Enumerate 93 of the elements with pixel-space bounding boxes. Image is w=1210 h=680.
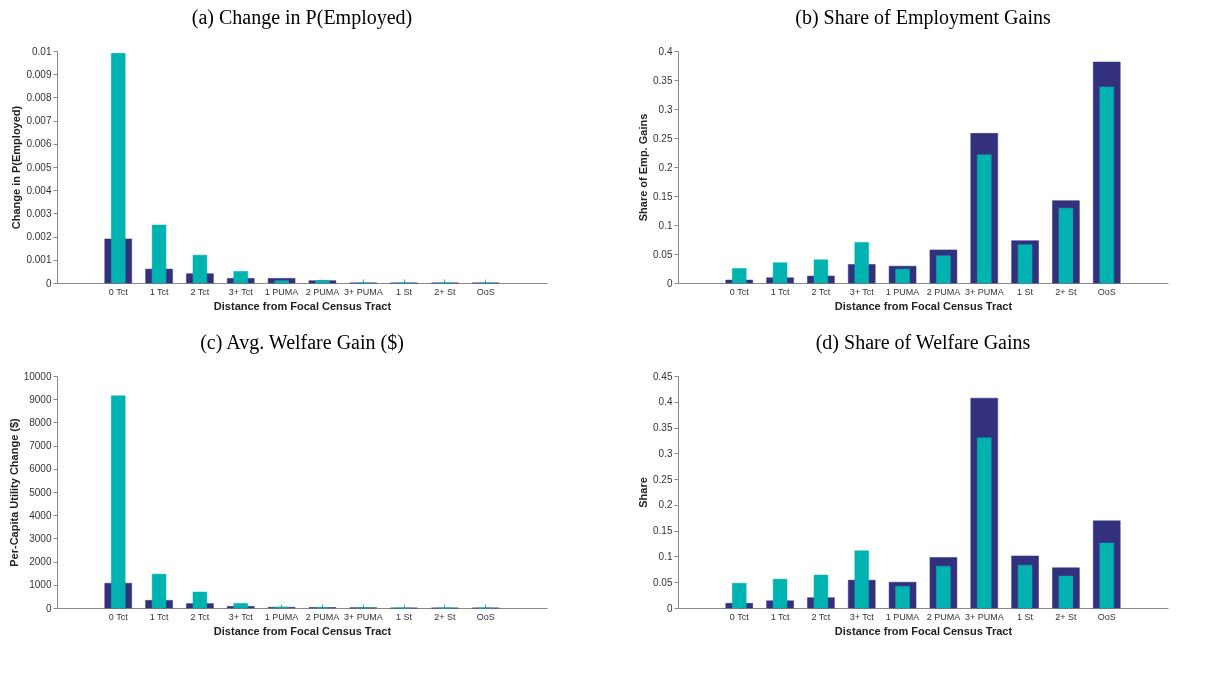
y-tick-label: 0.2 bbox=[658, 161, 673, 173]
x-tick-label: 3+ Tct bbox=[228, 286, 254, 297]
x-tick-label: 2 Tct bbox=[811, 611, 831, 622]
x-tick-label: 1 Tct bbox=[149, 611, 169, 622]
y-tick-label: 0.008 bbox=[26, 91, 52, 103]
x-tick-label: 0 Tct bbox=[729, 611, 750, 622]
chart-title: (d) Share of Welfare Gains bbox=[815, 331, 1031, 354]
y-tick-label: 0.35 bbox=[653, 422, 673, 434]
y-tick-label: 0.25 bbox=[653, 473, 673, 485]
x-tick-label: 3+ Tct bbox=[849, 611, 875, 622]
x-tick-label: 3+ PUMA bbox=[343, 611, 383, 622]
y-tick-label: 0.4 bbox=[658, 396, 673, 408]
y-tick-label: 0.2 bbox=[658, 499, 673, 511]
x-tick-label: 1 St bbox=[396, 611, 413, 622]
x-tick-label: 2 PUMA bbox=[926, 286, 961, 297]
y-tick-label: 4000 bbox=[29, 509, 52, 521]
y-tick-label: 0 bbox=[45, 277, 52, 289]
y-tick-label: 0.009 bbox=[26, 68, 52, 80]
x-axis-title: Distance from Focal Census Tract bbox=[213, 624, 392, 637]
y-tick-label: 8000 bbox=[29, 416, 52, 428]
y-axis-title: Share bbox=[637, 477, 650, 508]
x-tick-label: 2+ St bbox=[1055, 611, 1078, 622]
x-axis-title: Distance from Focal Census Tract bbox=[213, 299, 392, 312]
x-tick-label: 2 PUMA bbox=[305, 286, 340, 297]
y-tick-label: 6000 bbox=[29, 463, 52, 475]
y-tick-label: 7000 bbox=[29, 440, 52, 452]
x-tick-label: OoS bbox=[1097, 286, 1116, 297]
y-axis-title: Change in P(Employed) bbox=[10, 105, 23, 230]
y-tick-label: 0.006 bbox=[26, 138, 52, 150]
x-tick-label: 0 Tct bbox=[729, 286, 750, 297]
x-tick-label: 1 St bbox=[396, 286, 413, 297]
x-tick-label: 3+ PUMA bbox=[343, 286, 383, 297]
y-tick-label: 0.003 bbox=[26, 207, 52, 219]
x-tick-label: 3+ Tct bbox=[228, 611, 254, 622]
x-tick-label: 1 PUMA bbox=[885, 611, 920, 622]
x-tick-label: 3+ Tct bbox=[849, 286, 875, 297]
y-tick-label: 0.007 bbox=[26, 115, 52, 127]
y-tick-label: 2000 bbox=[29, 556, 52, 568]
y-tick-label: 0.05 bbox=[653, 576, 673, 588]
y-tick-label: 3000 bbox=[29, 532, 52, 544]
y-tick-label: 0.4 bbox=[658, 45, 673, 57]
x-tick-label: 3+ PUMA bbox=[964, 286, 1004, 297]
x-tick-label: 1 Tct bbox=[149, 286, 169, 297]
x-tick-label: 0 Tct bbox=[108, 611, 129, 622]
x-tick-label: 2 PUMA bbox=[926, 611, 961, 622]
x-tick-label: 1 PUMA bbox=[264, 611, 299, 622]
x-tick-label: 2 Tct bbox=[190, 286, 210, 297]
x-axis-title: Distance from Focal Census Tract bbox=[834, 624, 1013, 637]
y-tick-label: 0.3 bbox=[658, 103, 673, 115]
x-tick-label: 1 Tct bbox=[770, 286, 790, 297]
x-tick-label: 1 St bbox=[1017, 286, 1034, 297]
y-tick-label: 0.25 bbox=[653, 132, 673, 144]
y-tick-label: 0.35 bbox=[653, 74, 673, 86]
y-tick-label: 0.3 bbox=[658, 447, 673, 459]
x-tick-label: 2+ St bbox=[1055, 286, 1078, 297]
y-tick-label: 0 bbox=[666, 602, 673, 614]
y-tick-label: 0.15 bbox=[653, 190, 673, 202]
y-tick-label: 0.01 bbox=[32, 45, 52, 57]
y-tick-label: 0.1 bbox=[658, 550, 673, 562]
y-tick-label: 0.1 bbox=[658, 219, 673, 231]
x-tick-label: OoS bbox=[476, 286, 495, 297]
y-tick-label: 9000 bbox=[29, 393, 52, 405]
x-tick-label: 0 Tct bbox=[108, 286, 129, 297]
y-tick-label: 5000 bbox=[29, 486, 52, 498]
chart-title: (a) Change in P(Employed) bbox=[191, 6, 413, 29]
x-tick-label: 2 Tct bbox=[811, 286, 831, 297]
x-tick-label: OoS bbox=[1097, 611, 1116, 622]
x-tick-label: 1 St bbox=[1017, 611, 1034, 622]
chart-title: (b) Share of Employment Gains bbox=[795, 6, 1051, 29]
y-tick-label: 10000 bbox=[23, 370, 52, 382]
x-tick-label: 1 PUMA bbox=[264, 286, 299, 297]
y-tick-label: 0.002 bbox=[26, 231, 52, 243]
y-tick-label: 0.45 bbox=[653, 370, 673, 382]
y-tick-label: 0.05 bbox=[653, 248, 673, 260]
y-tick-label: 0.005 bbox=[26, 161, 52, 173]
chart-title: (c) Avg. Welfare Gain ($) bbox=[200, 331, 404, 354]
y-tick-label: 0 bbox=[45, 602, 52, 614]
y-tick-label: 0.004 bbox=[26, 184, 52, 196]
y-tick-label: 1000 bbox=[29, 579, 52, 591]
y-axis-title: Per-Capita Utility Change ($) bbox=[7, 417, 20, 567]
x-tick-label: OoS bbox=[476, 611, 495, 622]
x-tick-label: 2 Tct bbox=[190, 611, 210, 622]
x-axis-title: Distance from Focal Census Tract bbox=[834, 299, 1013, 312]
x-tick-label: 3+ PUMA bbox=[964, 611, 1004, 622]
x-tick-label: 1 PUMA bbox=[885, 286, 920, 297]
y-axis-title: Share of Emp. Gains bbox=[637, 113, 650, 222]
y-tick-label: 0.001 bbox=[26, 254, 52, 266]
y-tick-label: 0.15 bbox=[653, 525, 673, 537]
x-tick-label: 2+ St bbox=[434, 611, 457, 622]
x-tick-label: 2 PUMA bbox=[305, 611, 340, 622]
x-tick-label: 1 Tct bbox=[770, 611, 790, 622]
y-tick-label: 0 bbox=[666, 277, 673, 289]
x-tick-label: 2+ St bbox=[434, 286, 457, 297]
